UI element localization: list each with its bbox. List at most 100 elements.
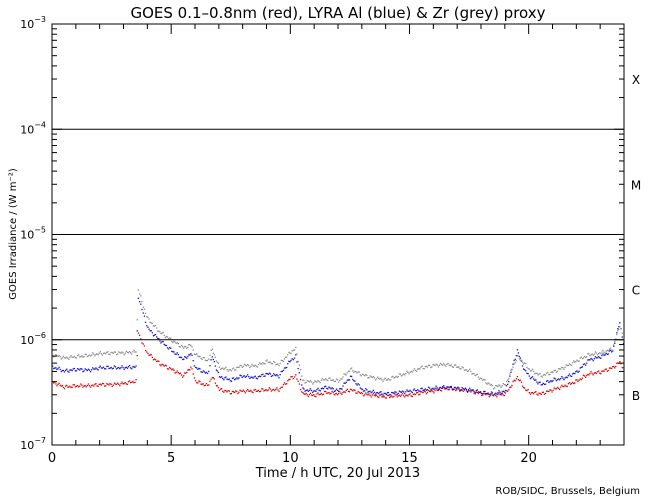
data-point xyxy=(169,337,171,339)
data-point xyxy=(562,377,564,379)
data-point xyxy=(176,352,178,354)
data-point xyxy=(521,385,524,387)
data-point xyxy=(518,380,521,382)
data-point xyxy=(479,391,482,393)
data-point xyxy=(618,328,620,330)
data-point xyxy=(278,364,280,367)
data-point xyxy=(377,376,379,378)
data-point xyxy=(269,361,272,363)
data-point xyxy=(316,389,318,391)
data-point xyxy=(315,381,317,383)
data-point xyxy=(199,381,201,383)
data-point xyxy=(431,388,433,390)
data-point xyxy=(356,384,358,386)
data-point xyxy=(93,353,95,355)
data-point xyxy=(133,382,135,384)
data-point xyxy=(590,371,592,373)
data-point xyxy=(309,380,312,382)
data-point xyxy=(614,340,616,343)
data-point xyxy=(504,384,507,386)
data-point xyxy=(227,370,229,372)
data-point xyxy=(315,390,317,393)
data-point xyxy=(125,383,127,385)
data-point xyxy=(236,390,238,393)
data-point xyxy=(209,365,211,367)
data-point xyxy=(419,390,421,392)
data-point xyxy=(362,395,365,397)
data-point xyxy=(508,381,510,383)
data-point xyxy=(439,362,442,365)
data-point xyxy=(165,344,168,347)
data-point xyxy=(95,353,97,356)
data-point xyxy=(445,365,447,367)
data-point xyxy=(329,393,331,395)
data-point xyxy=(172,341,174,344)
data-point xyxy=(346,379,348,381)
data-point xyxy=(515,359,517,362)
data-point xyxy=(452,388,455,390)
data-point xyxy=(197,355,199,357)
data-point xyxy=(416,392,418,394)
data-point xyxy=(575,371,577,373)
data-point xyxy=(595,357,598,359)
data-point xyxy=(71,369,73,372)
data-point xyxy=(555,388,558,390)
data-point xyxy=(292,378,294,380)
data-point xyxy=(533,378,535,380)
data-point xyxy=(82,371,84,373)
data-point xyxy=(305,392,307,395)
data-point xyxy=(497,394,499,396)
data-point xyxy=(62,369,65,372)
data-point xyxy=(125,366,127,368)
data-point xyxy=(490,393,493,395)
data-point xyxy=(270,390,273,392)
data-point xyxy=(563,368,565,370)
data-point xyxy=(472,389,474,391)
data-point xyxy=(515,355,517,357)
data-point xyxy=(68,358,70,360)
data-point xyxy=(161,332,163,334)
data-point xyxy=(347,370,350,372)
data-point xyxy=(351,375,353,378)
data-point xyxy=(125,350,127,352)
data-point xyxy=(313,394,315,396)
data-point xyxy=(264,389,266,391)
data-point xyxy=(347,390,350,392)
data-point xyxy=(372,389,374,391)
data-point xyxy=(503,391,506,393)
data-point xyxy=(504,389,507,392)
data-point xyxy=(348,379,351,381)
data-point xyxy=(494,387,496,389)
data-point xyxy=(448,387,450,389)
data-point xyxy=(301,384,303,386)
data-point xyxy=(442,387,444,389)
data-point xyxy=(533,393,535,395)
data-point xyxy=(164,344,166,346)
data-point xyxy=(362,374,365,376)
data-point xyxy=(551,380,553,383)
data-point xyxy=(202,370,204,372)
data-point xyxy=(100,367,102,369)
data-point xyxy=(310,394,313,396)
data-point xyxy=(65,357,67,359)
data-point xyxy=(143,345,146,347)
data-point xyxy=(59,356,61,358)
data-point xyxy=(237,378,239,380)
data-point xyxy=(293,349,296,351)
data-point xyxy=(135,365,137,367)
data-point xyxy=(549,389,551,391)
data-point xyxy=(596,371,599,373)
data-point xyxy=(150,322,152,324)
data-point xyxy=(573,360,575,362)
data-point xyxy=(147,316,149,318)
data-point xyxy=(541,383,543,386)
data-point xyxy=(221,367,223,370)
data-point xyxy=(137,332,140,334)
data-point xyxy=(137,289,140,291)
data-point xyxy=(587,359,589,361)
data-point xyxy=(178,373,181,375)
data-point xyxy=(416,390,418,392)
data-point xyxy=(360,391,363,394)
data-point xyxy=(122,352,124,354)
data-point xyxy=(444,387,446,389)
